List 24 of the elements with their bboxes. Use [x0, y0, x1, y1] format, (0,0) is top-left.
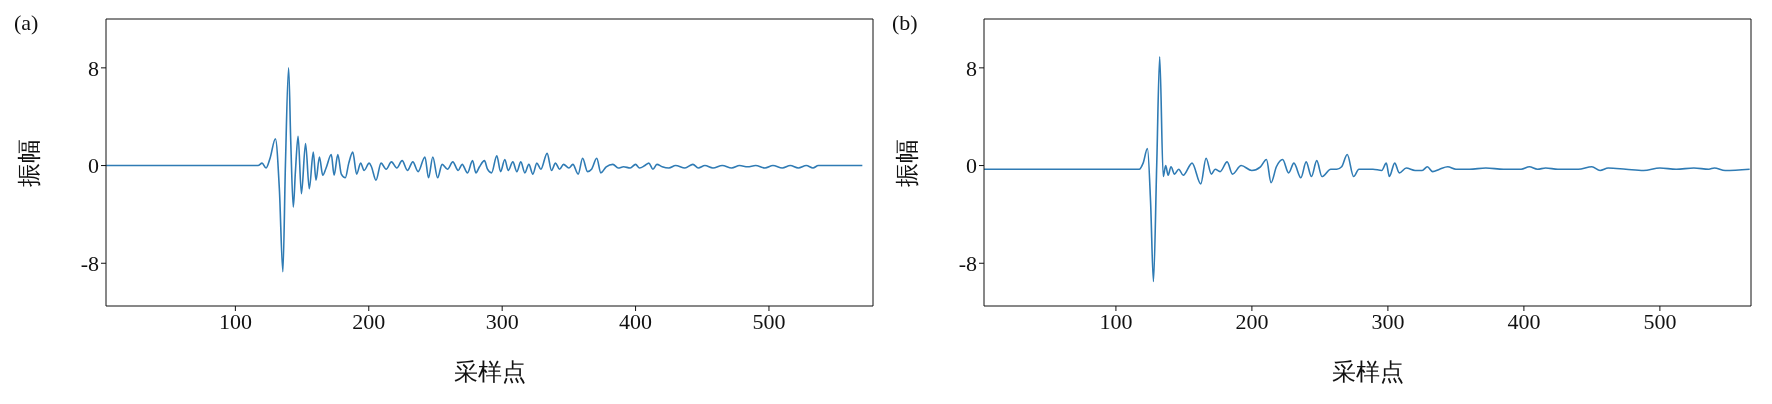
x-tick-label: 400: [619, 308, 653, 334]
chart-title: (a): [14, 10, 39, 36]
y-tick-label: 8: [88, 55, 99, 81]
y-tick-label: -8: [80, 251, 99, 277]
y-axis-title: 振幅: [893, 138, 920, 187]
y-tick-label: 8: [966, 55, 977, 81]
x-tick-label: 300: [1371, 308, 1405, 334]
y-axis-title: 振幅: [15, 138, 42, 187]
line-series: [984, 56, 1751, 283]
x-tick-label: 300: [485, 308, 519, 334]
y-tick-label: 0: [88, 153, 99, 179]
x-axis-title: 采样点: [453, 359, 526, 385]
x-tick-label: 500: [1643, 308, 1677, 334]
x-tick-label: 100: [1099, 308, 1133, 334]
x-tick-label: 400: [1507, 308, 1541, 334]
chart-title: (b): [892, 10, 918, 36]
x-tick-label: 500: [752, 308, 786, 334]
y-tick-label: 0: [966, 153, 977, 179]
x-tick-label: 100: [218, 308, 252, 334]
y-tick-label: -8: [958, 251, 977, 277]
x-tick-label: 200: [352, 308, 386, 334]
x-tick-label: 200: [1235, 308, 1269, 334]
line-series: [106, 67, 864, 273]
x-axis-title: 采样点: [1331, 359, 1404, 385]
